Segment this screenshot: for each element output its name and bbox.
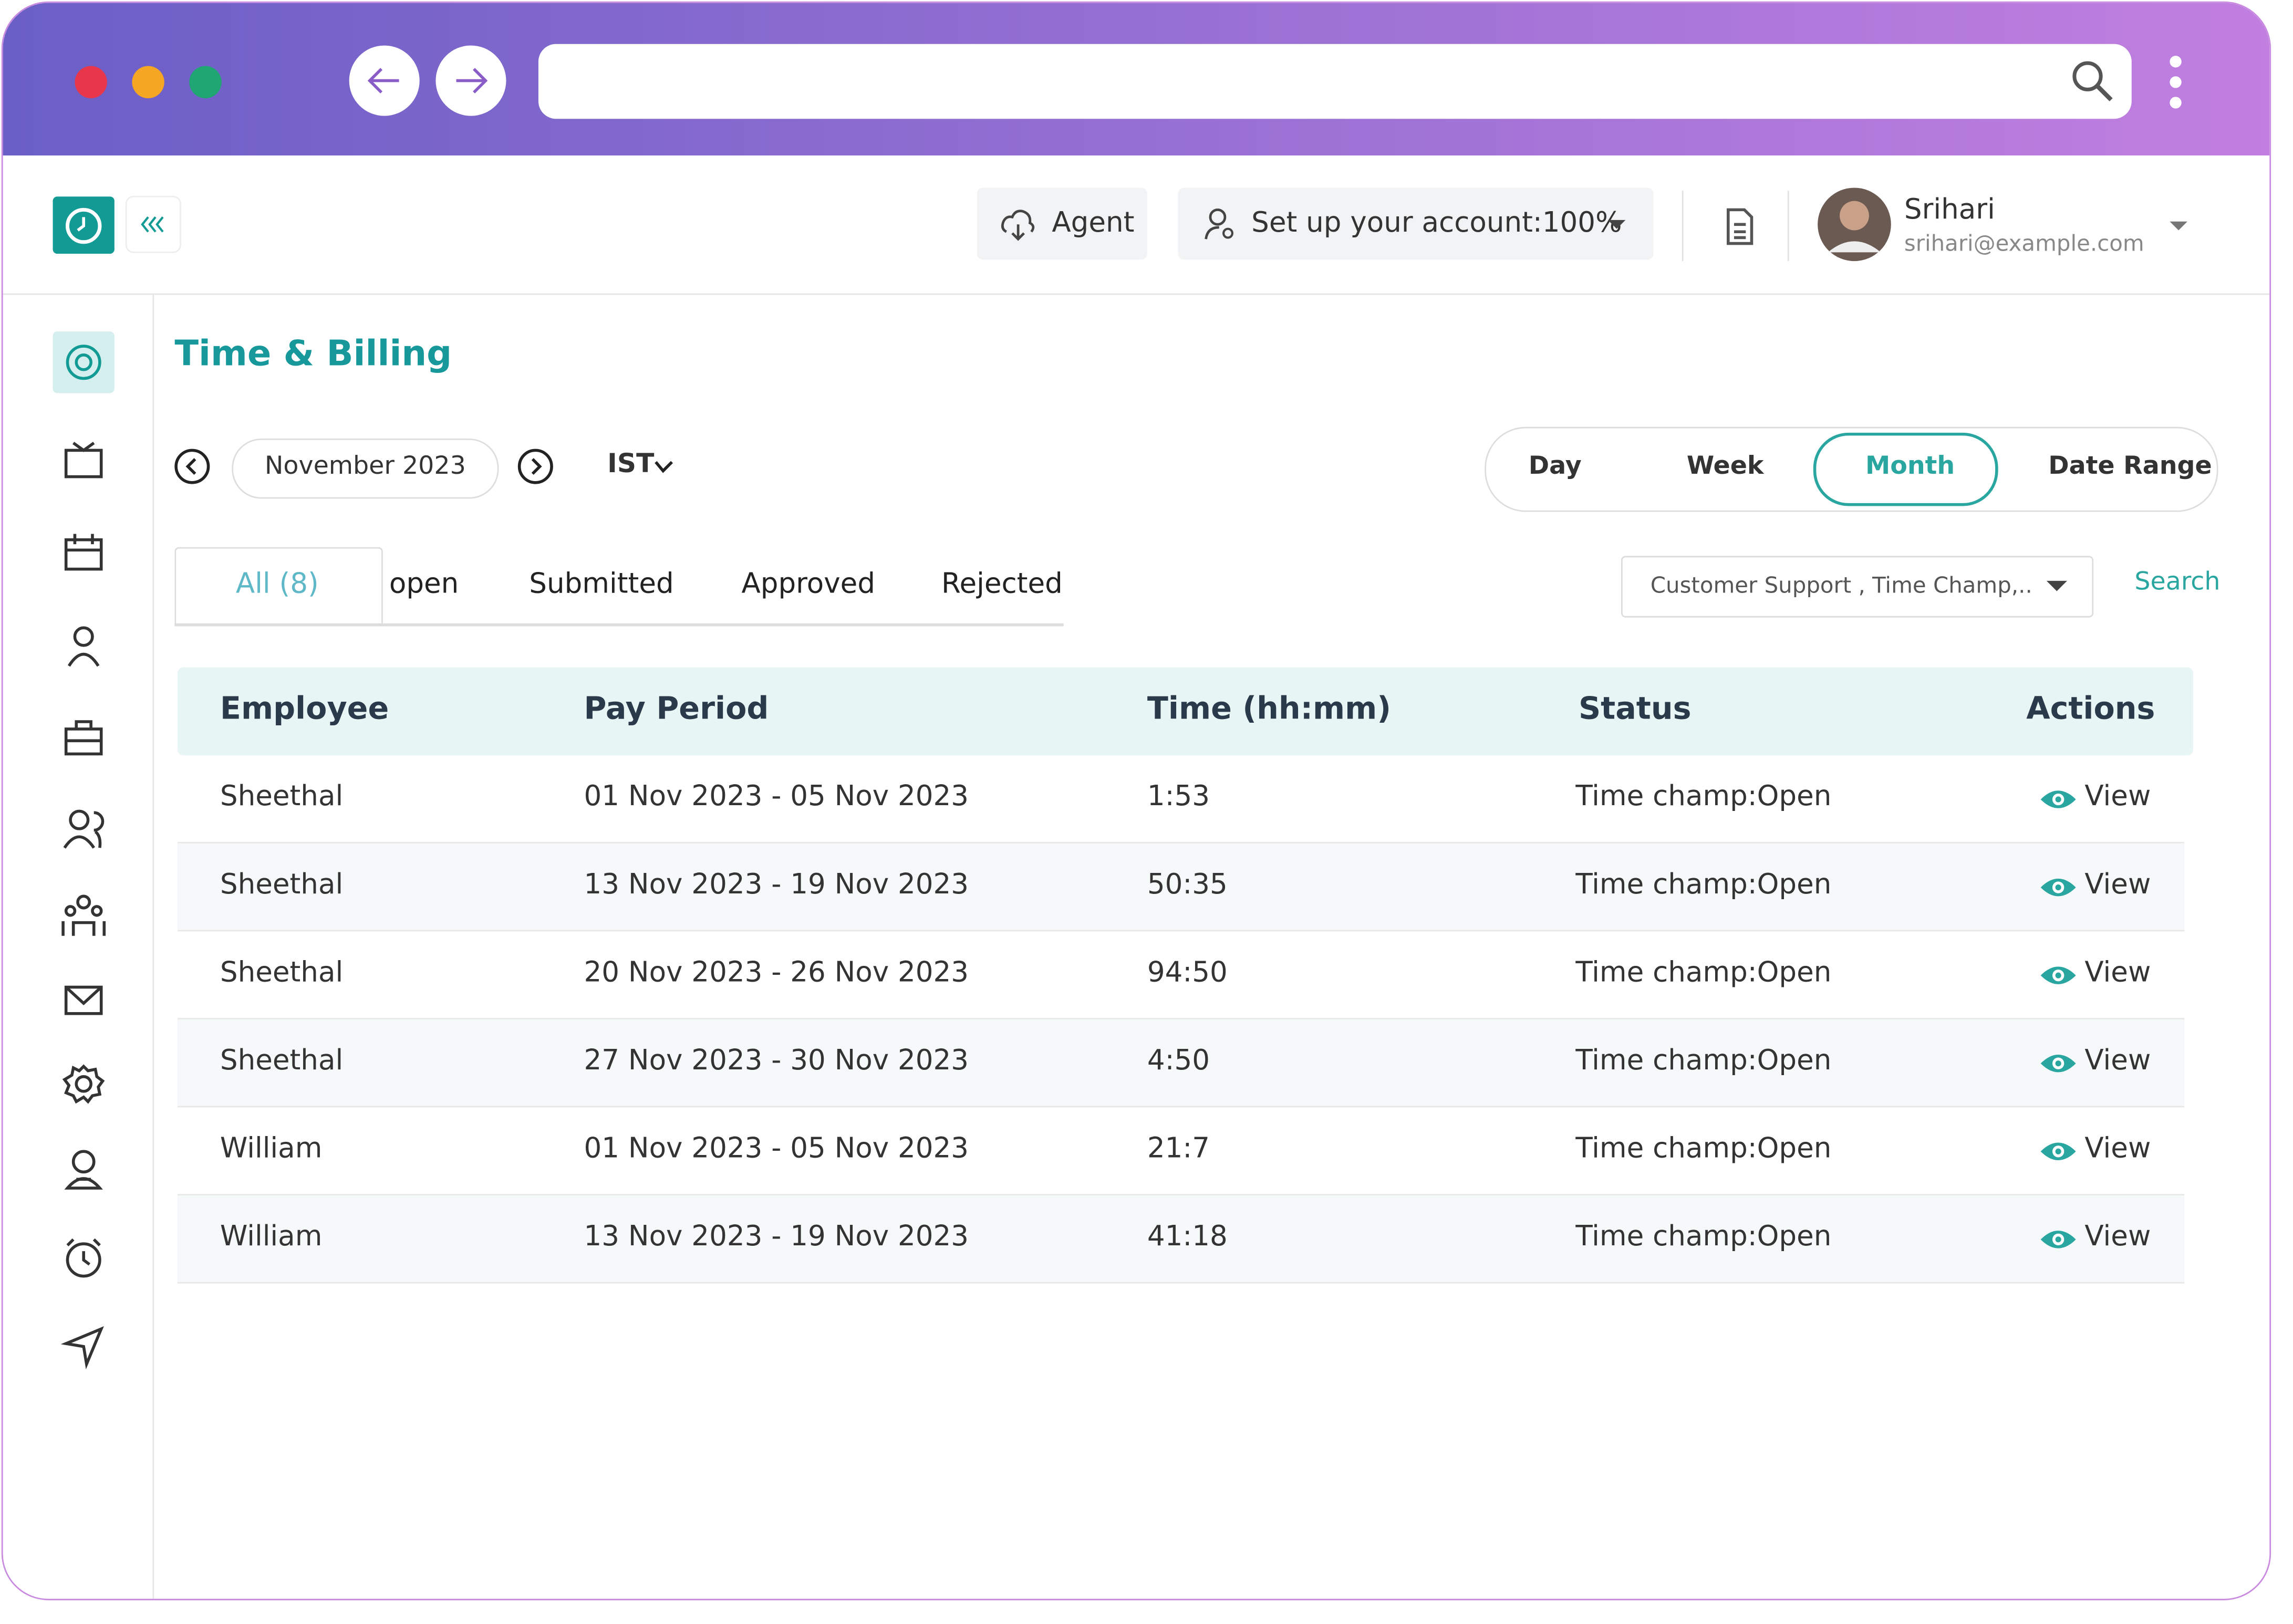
- cell: William: [220, 1132, 323, 1165]
- table-row: [177, 1195, 2185, 1284]
- view-tab[interactable]: Week: [1686, 452, 1764, 482]
- table-row: [177, 755, 2185, 844]
- cell: Time champ:Open: [1575, 1044, 1832, 1077]
- column-header: Employee: [220, 691, 389, 726]
- status-tab[interactable]: Rejected: [941, 567, 1063, 600]
- active-status-tab: [174, 547, 383, 625]
- cloud-icon: [1001, 210, 1035, 241]
- cell: 94:50: [1147, 956, 1228, 989]
- cell: William: [220, 1220, 323, 1253]
- cell: Sheethal: [220, 956, 344, 989]
- table-header: [177, 667, 2194, 756]
- cell: Sheethal: [220, 868, 344, 901]
- cell: 4:50: [1147, 1044, 1210, 1077]
- cell: Time champ:Open: [1575, 868, 1832, 901]
- cell: 01 Nov 2023 - 05 Nov 2023: [584, 780, 969, 813]
- table-row: [177, 1019, 2185, 1108]
- eye-icon: [2040, 878, 2076, 897]
- search-link[interactable]: Search: [2134, 567, 2221, 597]
- filter-label: Customer Support , Time Champ,..: [1650, 572, 2032, 599]
- active-view: [1813, 432, 1998, 506]
- period-pill[interactable]: November 2023: [232, 439, 499, 499]
- status-tab[interactable]: All (8): [235, 567, 319, 600]
- cell: Time champ:Open: [1575, 956, 1832, 989]
- cell: 13 Nov 2023 - 19 Nov 2023: [584, 868, 969, 901]
- agent-button[interactable]: Agent: [977, 188, 1147, 260]
- cell: Time champ:Open: [1575, 1132, 1832, 1165]
- view-tab[interactable]: Date Range: [2048, 452, 2212, 482]
- user-name: Srihari: [1904, 193, 1995, 226]
- sidebar: [3, 295, 154, 1599]
- cell: 41:18: [1147, 1220, 1228, 1253]
- cell: 1:53: [1147, 780, 1210, 813]
- period-label: November 2023: [264, 452, 466, 482]
- cell: 13 Nov 2023 - 19 Nov 2023: [584, 1220, 969, 1253]
- cell: 21:7: [1147, 1132, 1210, 1165]
- column-header: Time (hh:mm): [1147, 691, 1392, 726]
- browser-toolbar: [3, 3, 2270, 156]
- view-tab[interactable]: Month: [1865, 452, 1955, 482]
- cell: Time champ:Open: [1575, 1220, 1832, 1253]
- user-email: srihari@example.com: [1904, 230, 2144, 257]
- cell: 01 Nov 2023 - 05 Nov 2023: [584, 1132, 969, 1165]
- view-link[interactable]: View: [2084, 780, 2151, 813]
- toolbar-icons: [75, 44, 2182, 119]
- column-header: Actions: [2026, 691, 2155, 726]
- period-nav: [174, 449, 673, 484]
- sidebar-icons: [53, 331, 115, 1370]
- eye-icon: [2040, 1054, 2076, 1073]
- header-icons: [53, 188, 2187, 262]
- tabs-underline: [174, 623, 1064, 627]
- cell: Time champ:Open: [1575, 780, 1832, 813]
- setup-button[interactable]: Set up your account:100%: [1178, 188, 1654, 260]
- table-row: [177, 843, 2185, 932]
- app-header: [3, 155, 2270, 295]
- eye-icon: [2040, 1142, 2076, 1161]
- eye-icon: [2040, 790, 2076, 808]
- view-tabs: [1485, 426, 2218, 512]
- user-gear-icon: [1205, 208, 1233, 240]
- cell: Sheethal: [220, 1044, 344, 1077]
- filter-dropdown[interactable]: Customer Support , Time Champ,..: [1621, 556, 2094, 618]
- view-link[interactable]: View: [2084, 1220, 2151, 1253]
- table-row: [177, 931, 2185, 1019]
- column-header: Status: [1578, 691, 1692, 726]
- view-tab[interactable]: Day: [1528, 452, 1582, 482]
- page-title: Time & Billing: [174, 332, 452, 374]
- eye-icon: [2040, 1231, 2076, 1248]
- setup-label: Set up your account:100%: [1251, 206, 1622, 240]
- column-header: Pay Period: [584, 691, 769, 726]
- cell: 20 Nov 2023 - 26 Nov 2023: [584, 956, 969, 989]
- cell: 50:35: [1147, 868, 1228, 901]
- caret: [1607, 220, 1626, 229]
- cell: Sheethal: [220, 780, 344, 813]
- table-row: [177, 1107, 2185, 1196]
- caret: [2046, 580, 2067, 591]
- view-link[interactable]: View: [2084, 1132, 2151, 1165]
- agent-label: Agent: [1052, 206, 1135, 240]
- view-link[interactable]: View: [2084, 956, 2151, 989]
- cell: 27 Nov 2023 - 30 Nov 2023: [584, 1044, 969, 1077]
- status-tab[interactable]: Approved: [741, 567, 876, 600]
- view-link[interactable]: View: [2084, 1044, 2151, 1077]
- timezone[interactable]: IST: [607, 449, 655, 480]
- browser-window: Agent Set up your account:100% Srihari s…: [1, 1, 2271, 1600]
- view-link[interactable]: View: [2084, 868, 2151, 901]
- status-tab[interactable]: Submitted: [529, 567, 674, 600]
- status-tab[interactable]: open: [389, 567, 459, 600]
- eye-icon: [2040, 966, 2076, 984]
